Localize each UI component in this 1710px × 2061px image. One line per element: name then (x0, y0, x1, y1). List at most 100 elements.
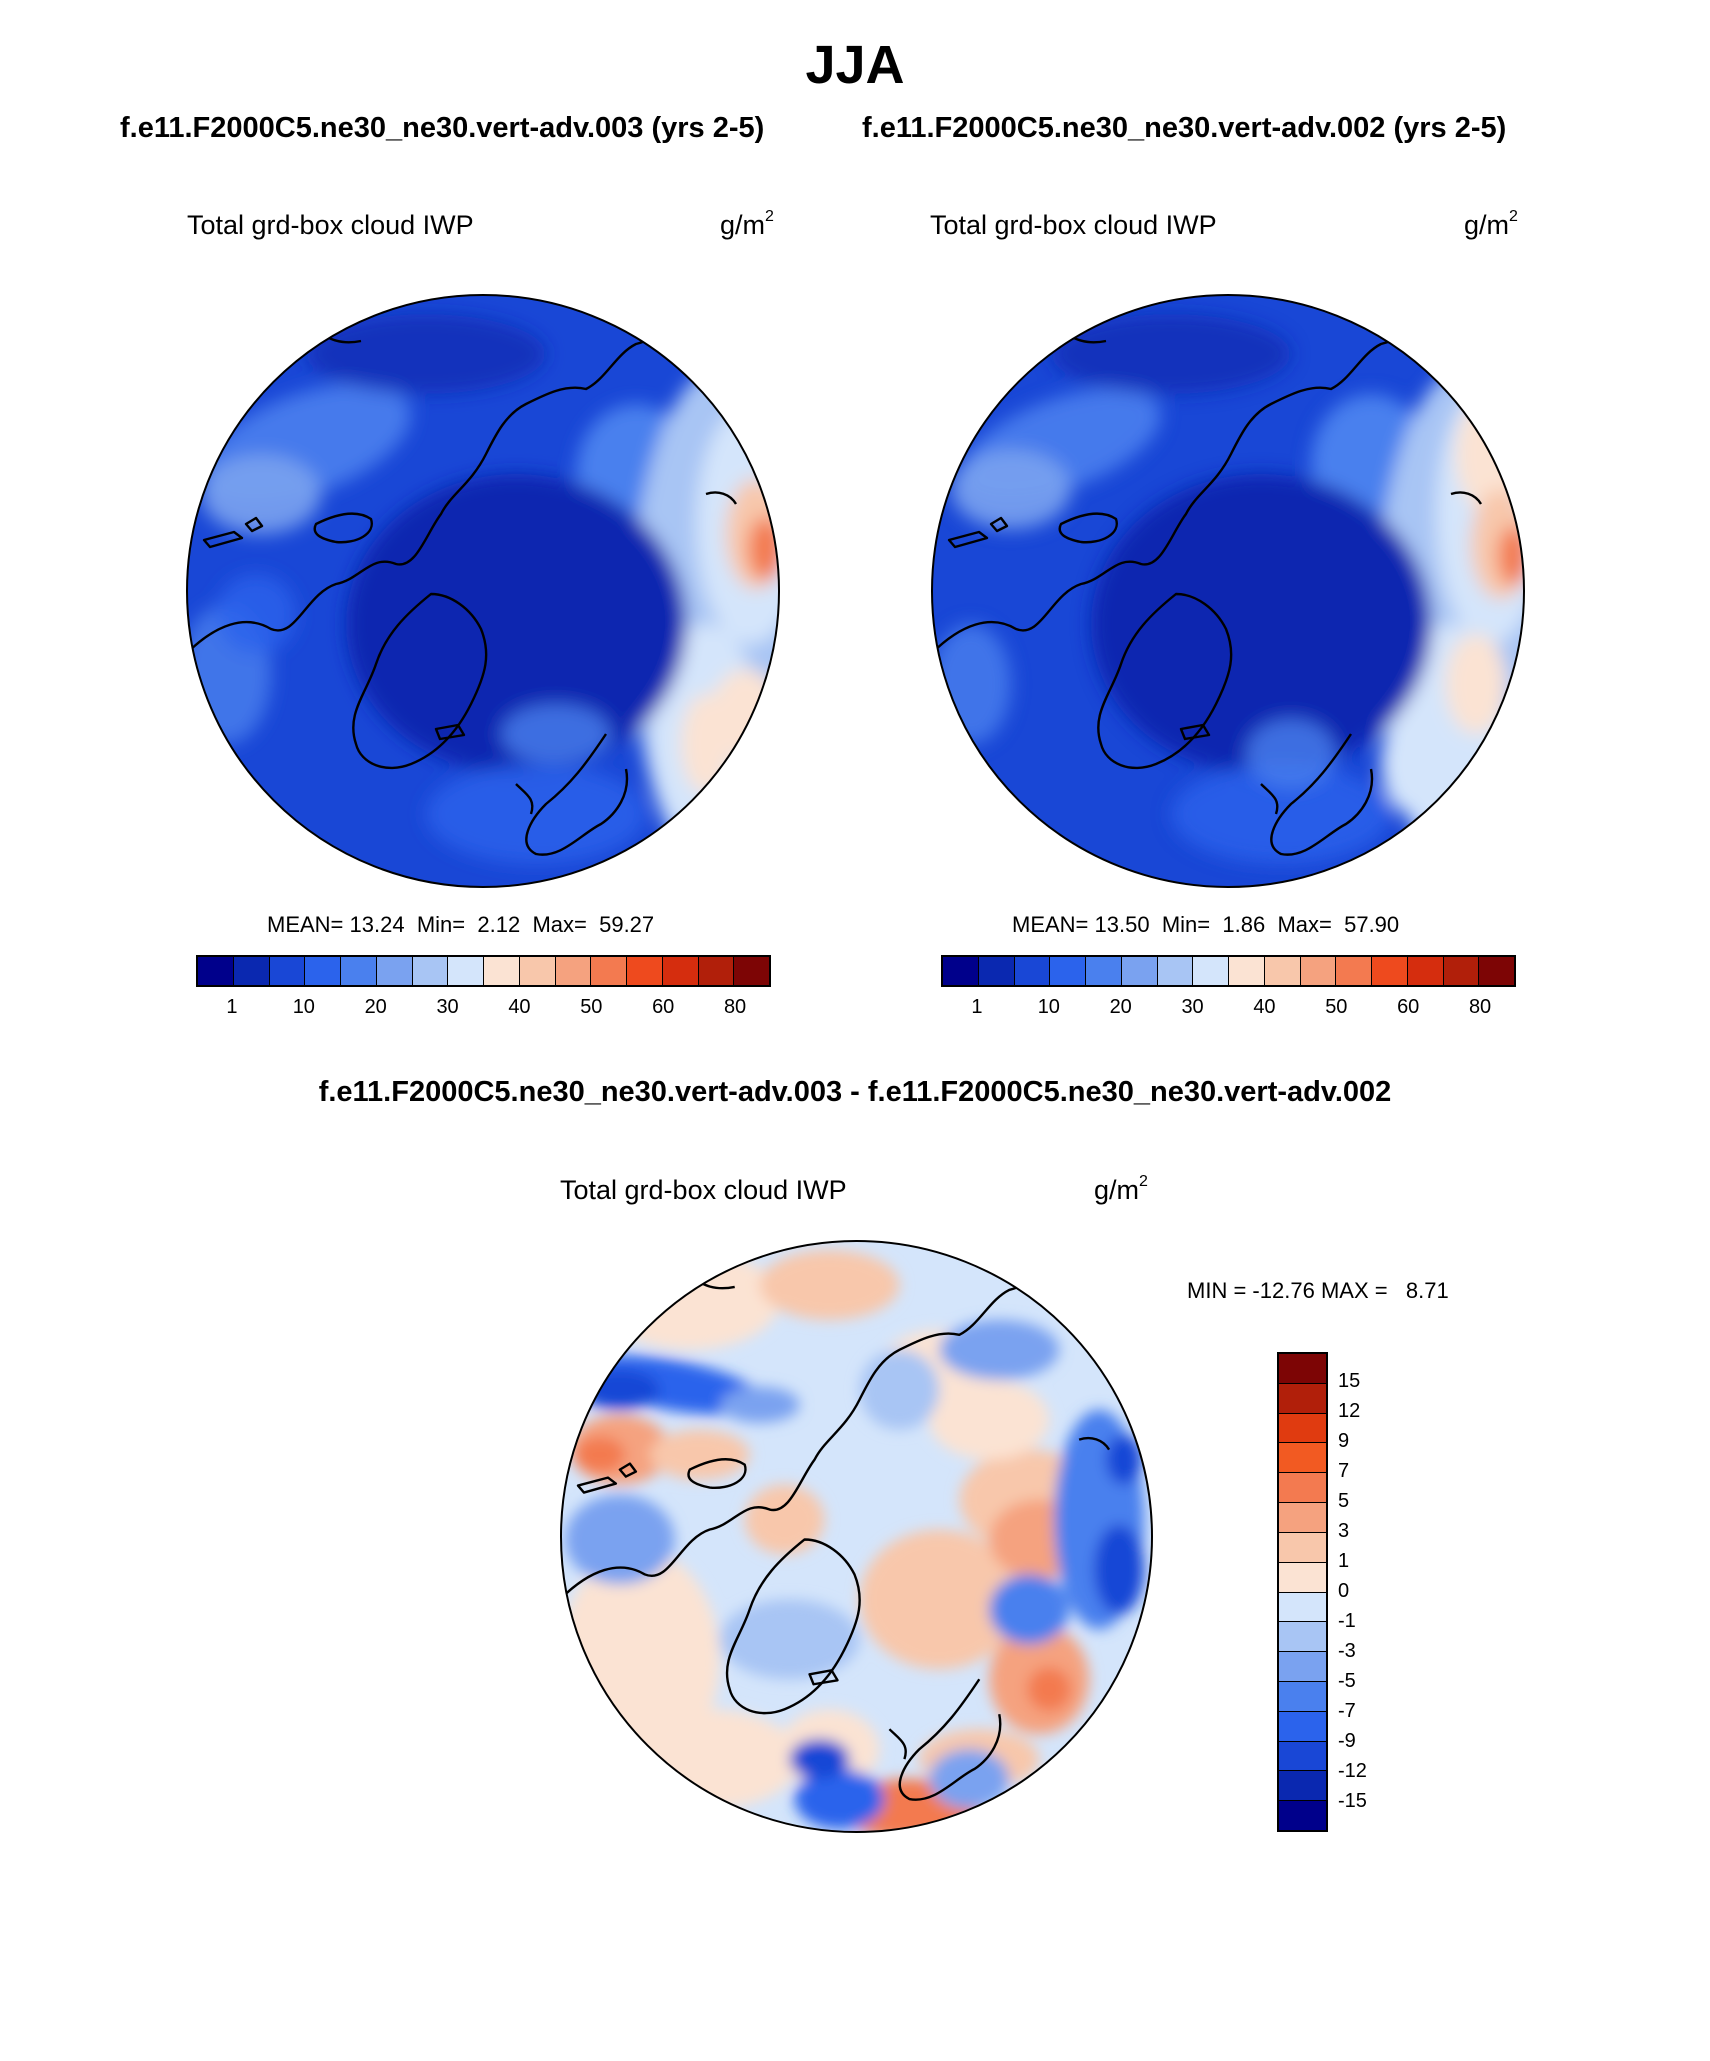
colorbar-swatch (1279, 1711, 1326, 1742)
panel-diff-stats: MIN = -12.76 MAX = 8.71 (1187, 1278, 1449, 1303)
colorbar-swatch (341, 957, 377, 985)
colorbar-right (941, 955, 1516, 987)
colorbar-tick-label: 30 (1181, 996, 1204, 1018)
colorbar-swatch (198, 957, 234, 985)
colorbar-tick-label: 60 (1397, 996, 1420, 1018)
colorbar-swatch (1279, 1801, 1326, 1830)
colorbar-tick-label: 40 (1253, 996, 1276, 1018)
colorbar-swatch (1279, 1592, 1326, 1623)
colorbar-tick-label: -12 (1338, 1760, 1367, 1782)
colorbar-swatch (448, 957, 484, 985)
colorbar-tick-label: 30 (436, 996, 459, 1018)
colorbar-swatch (484, 957, 520, 985)
colorbar-swatch (1279, 1354, 1326, 1384)
colorbar-tick-label: 7 (1338, 1460, 1350, 1482)
panel-left-units: g/m2 (720, 208, 774, 240)
figure-title: JJA (805, 35, 905, 95)
colorbar-swatch (943, 957, 979, 985)
panel-diff-label: Total grd-box cloud IWP (560, 1175, 847, 1205)
subtitle-right: f.e11.F2000C5.ne30_ne30.vert-adv.002 (yr… (862, 112, 1507, 144)
colorbar-tick-label: 0 (1338, 1580, 1350, 1602)
colorbar-swatch (1279, 1503, 1326, 1533)
colorbar-tick-label: 9 (1338, 1430, 1350, 1452)
panel-diff-units: g/m2 (1094, 1173, 1148, 1205)
colorbar-difference (1277, 1352, 1328, 1832)
colorbar-tick-label: 3 (1338, 1520, 1350, 1542)
colorbar-swatch (269, 957, 306, 985)
colorbar-swatch (376, 957, 413, 985)
colorbar-swatch (1407, 957, 1444, 985)
colorbar-swatch (1279, 1562, 1326, 1593)
colorbar-swatch (734, 957, 769, 985)
colorbar-tick-label: -9 (1338, 1730, 1356, 1752)
colorbar-tick-label: 50 (1325, 996, 1348, 1018)
colorbar-tick-label: 15 (1338, 1370, 1361, 1392)
colorbar-left-labels: 1 10 20 30 40 50 60 80 (196, 996, 771, 1024)
colorbar-swatch (1336, 957, 1372, 985)
panel-right-units: g/m2 (1464, 208, 1518, 240)
colorbar-swatch (1229, 957, 1265, 985)
colorbar-tick-label: 1 (1338, 1550, 1350, 1572)
colorbar-swatch (1443, 957, 1480, 985)
colorbar-tick-label: -7 (1338, 1700, 1356, 1722)
colorbar-swatch (591, 957, 627, 985)
colorbar-swatch (1372, 957, 1408, 985)
colorbar-swatch (305, 957, 341, 985)
colorbar-tick-label: 5 (1338, 1490, 1350, 1512)
difference-title: f.e11.F2000C5.ne30_ne30.vert-adv.003 - f… (318, 1076, 1392, 1108)
colorbar-swatch (662, 957, 699, 985)
colorbar-tick-label: 10 (292, 996, 315, 1018)
colorbar-swatch (1279, 1741, 1326, 1772)
colorbar-swatch (233, 957, 270, 985)
colorbar-swatch (1279, 1681, 1326, 1712)
panel-left-stats: MEAN= 13.24 Min= 2.12 Max= 59.27 (267, 912, 655, 937)
colorbar-tick-label: 10 (1037, 996, 1060, 1018)
colorbar-swatch (519, 957, 556, 985)
colorbar-swatch (1279, 1473, 1326, 1504)
colorbar-tick-label: 20 (364, 996, 387, 1018)
colorbar-tick-label: 12 (1338, 1400, 1361, 1422)
colorbar-tick-label: 50 (580, 996, 603, 1018)
colorbar-difference-labels: 15 12 9 7 5 3 1 0 -1 -3 -5 -7 -9 -12 -15 (1338, 1352, 1398, 1832)
colorbar-swatch (1086, 957, 1122, 985)
colorbar-swatch (1121, 957, 1158, 985)
colorbar-swatch (555, 957, 592, 985)
colorbar-tick-label: 60 (652, 996, 675, 1018)
colorbar-swatch (1193, 957, 1229, 985)
colorbar-swatch (1279, 1622, 1326, 1653)
colorbar-swatch (1279, 1443, 1326, 1474)
colorbar-swatch (1479, 957, 1514, 985)
colorbar-left (196, 955, 771, 987)
panel-left-label: Total grd-box cloud IWP (187, 210, 474, 240)
colorbar-swatch (1264, 957, 1301, 985)
colorbar-right-labels: 1 10 20 30 40 50 60 80 (941, 996, 1516, 1024)
colorbar-swatch (1279, 1413, 1326, 1444)
colorbar-swatch (1279, 1383, 1326, 1414)
panel-right-label: Total grd-box cloud IWP (930, 210, 1217, 240)
colorbar-swatch (1279, 1532, 1326, 1563)
subtitle-left: f.e11.F2000C5.ne30_ne30.vert-adv.003 (yr… (120, 112, 765, 144)
colorbar-tick-label: 1 (971, 996, 983, 1018)
colorbar-tick-label: 80 (723, 996, 747, 1018)
colorbar-swatch (1300, 957, 1337, 985)
colorbar-tick-label: 80 (1468, 996, 1492, 1018)
colorbar-swatch (1157, 957, 1194, 985)
colorbar-tick-label: 1 (226, 996, 238, 1018)
colorbar-tick-label: 20 (1109, 996, 1132, 1018)
colorbar-swatch (627, 957, 663, 985)
colorbar-tick-label: -15 (1338, 1790, 1367, 1812)
colorbar-swatch (1014, 957, 1051, 985)
colorbar-swatch (1050, 957, 1086, 985)
colorbar-swatch (698, 957, 735, 985)
polar-map-difference (560, 1240, 1153, 1833)
colorbar-swatch (978, 957, 1015, 985)
colorbar-swatch (412, 957, 449, 985)
colorbar-tick-label: -1 (1338, 1610, 1356, 1632)
colorbar-tick-label: 40 (508, 996, 531, 1018)
polar-map-right (931, 294, 1525, 888)
colorbar-tick-label: -3 (1338, 1640, 1356, 1662)
polar-map-left (186, 294, 780, 888)
colorbar-swatch (1279, 1652, 1326, 1682)
panel-right-stats: MEAN= 13.50 Min= 1.86 Max= 57.90 (1012, 912, 1400, 937)
colorbar-tick-label: -5 (1338, 1670, 1356, 1692)
